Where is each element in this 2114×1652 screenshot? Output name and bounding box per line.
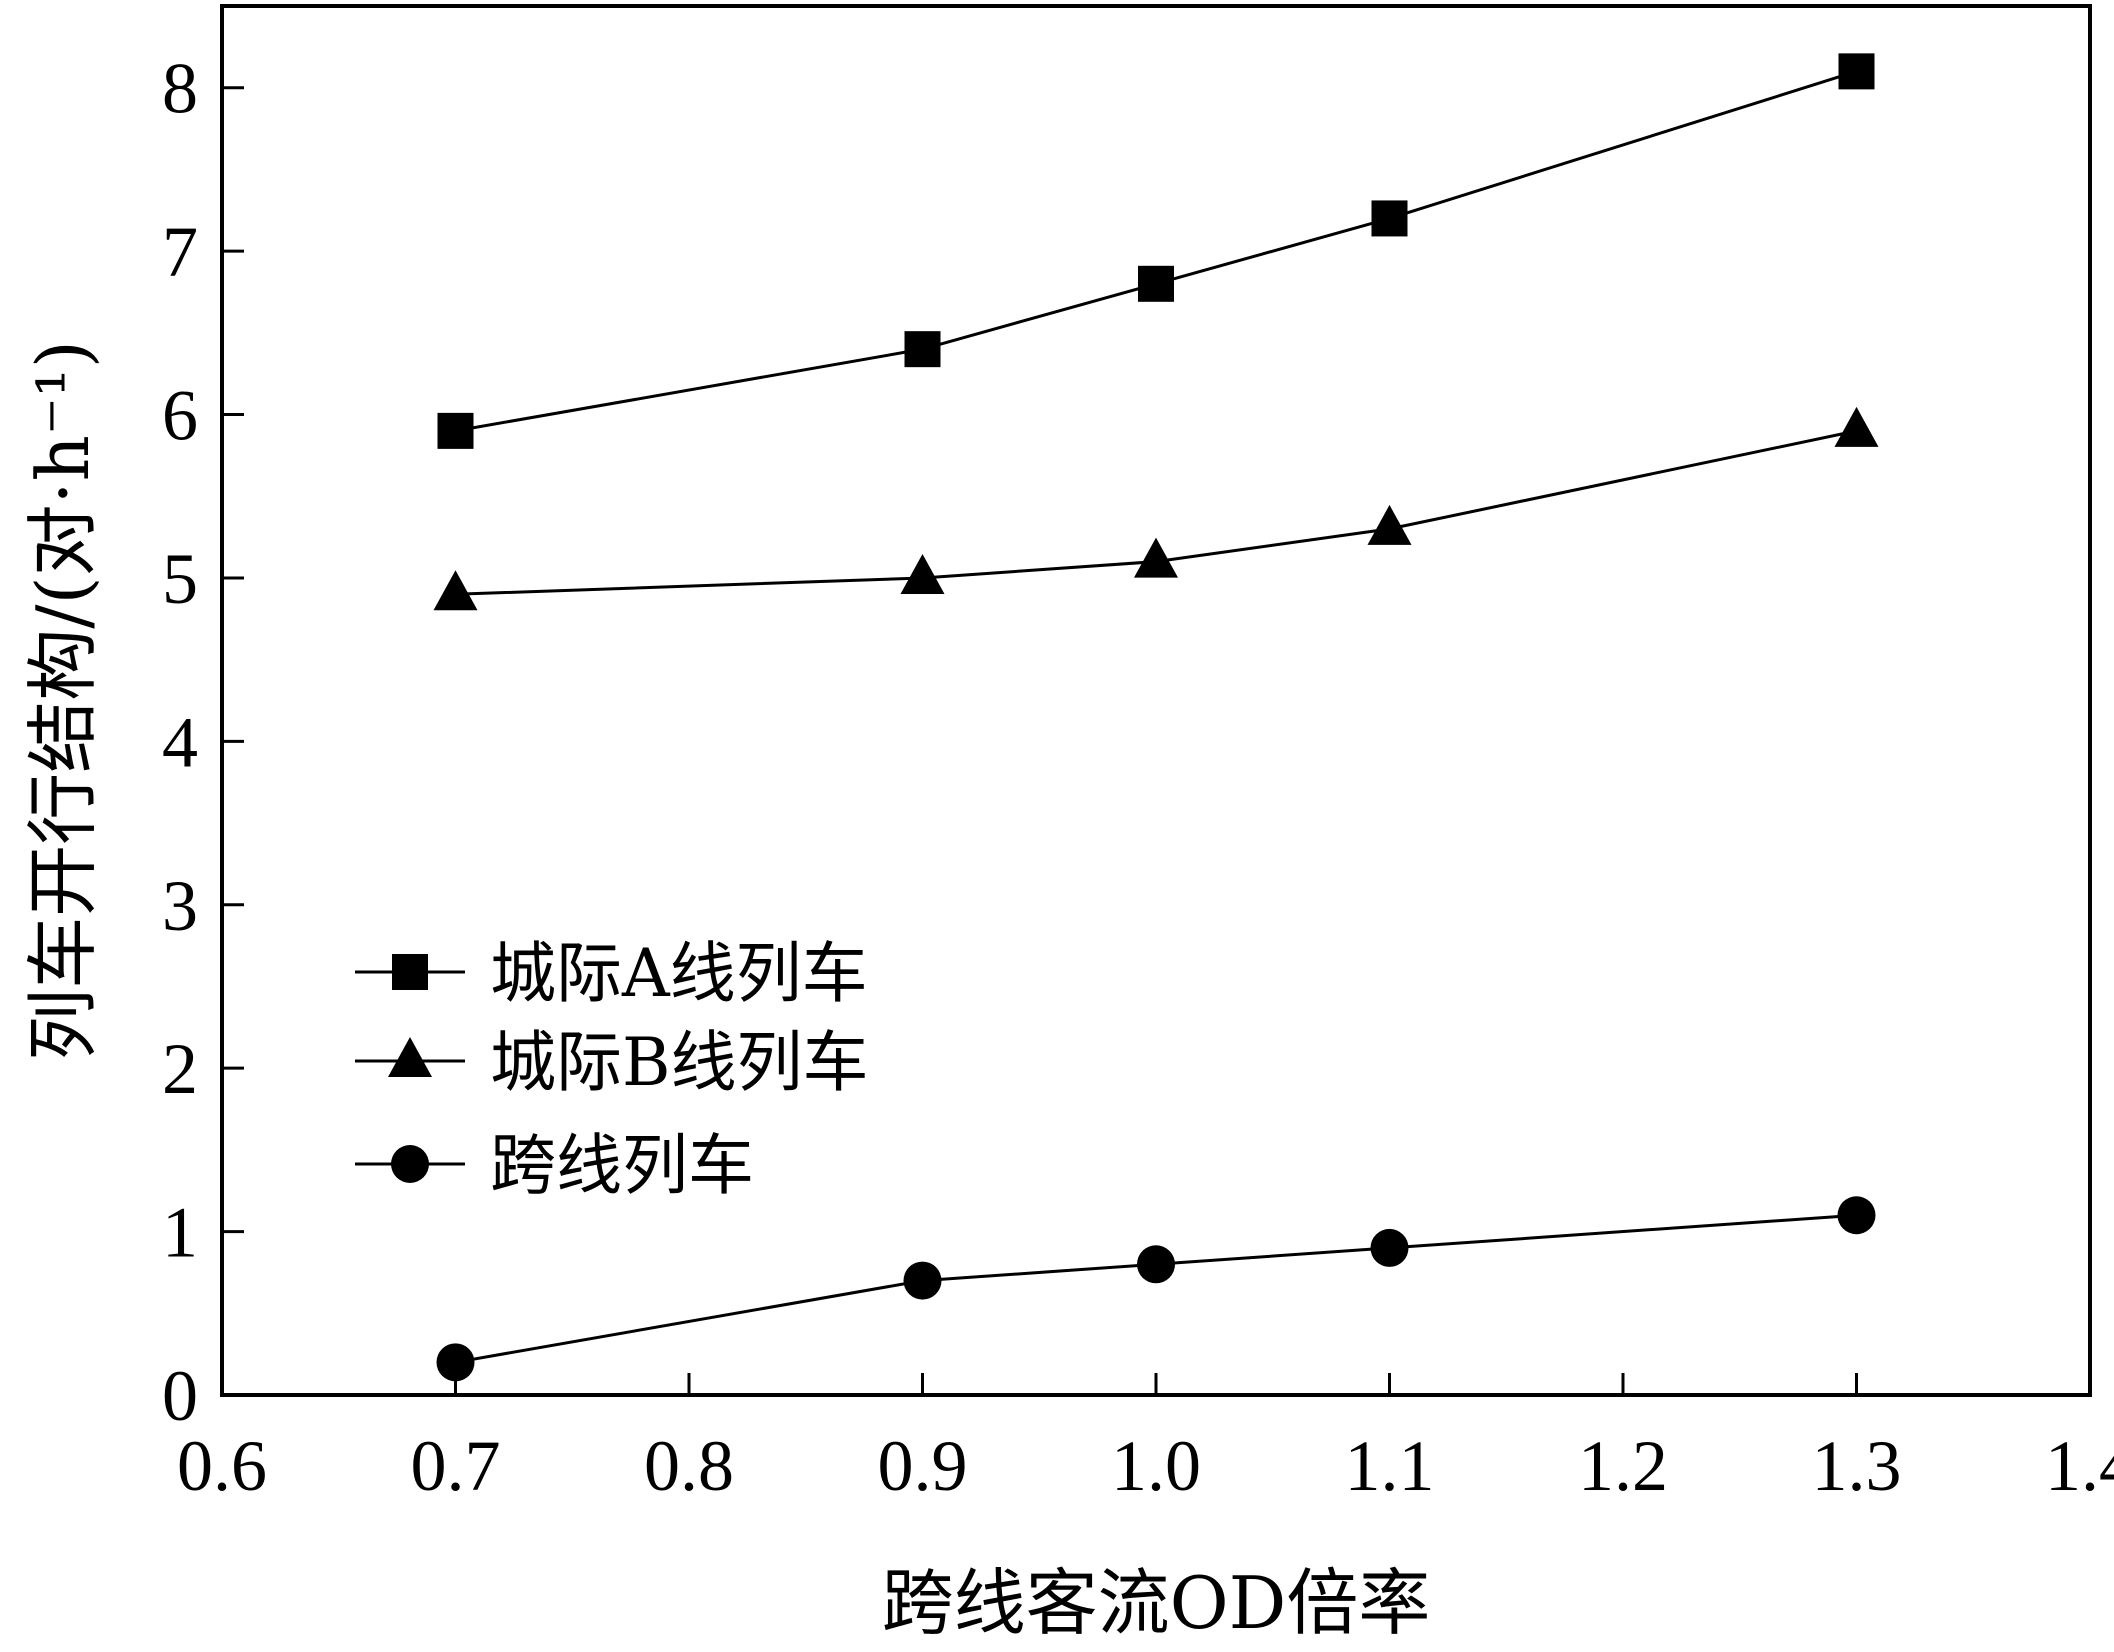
- legend-label: 城际B线列车: [490, 1024, 869, 1101]
- data-point-square: [1138, 265, 1174, 302]
- series-layer: [433, 53, 1879, 1382]
- y-tick-label: 5: [162, 539, 198, 619]
- y-tick-labels: 0 1 2 3 4 5 6 7 8: [162, 49, 198, 1436]
- legend-label: 城际A线列车: [490, 935, 868, 1012]
- y-tick-label: 8: [162, 49, 198, 129]
- x-tick-label: 0.6: [177, 1426, 267, 1506]
- data-point-square: [1371, 200, 1408, 237]
- data-point-square: [437, 412, 474, 449]
- legend-marker-circle: [391, 1145, 429, 1183]
- x-tick-label: 0.8: [644, 1426, 734, 1506]
- plot-frame: [220, 4, 2092, 1397]
- y-tick-label: 7: [162, 212, 198, 292]
- data-point-square: [904, 331, 941, 368]
- y-tick-label: 3: [162, 866, 198, 946]
- x-tick-labels: 0.6 0.7 0.8 0.9 1.0 1.1 1.2 1.3 1.4: [177, 1426, 2114, 1506]
- legend-item: 城际A线列车: [355, 935, 868, 1012]
- legend-marker-triangle: [388, 1037, 432, 1077]
- tick-marks: [220, 86, 2092, 1397]
- x-tick-label: 1.3: [1812, 1426, 1902, 1506]
- data-point-triangle: [1367, 504, 1412, 545]
- legend-item: 城际B线列车: [355, 1024, 869, 1101]
- data-point-circle: [1137, 1245, 1175, 1284]
- data-point-triangle: [1834, 406, 1879, 447]
- data-point-circle: [436, 1343, 475, 1382]
- x-axis-title: 跨线客流OD倍率: [882, 1561, 1431, 1645]
- x-tick-label: 1.0: [1111, 1426, 1201, 1506]
- legend-marker-square: [392, 954, 428, 990]
- y-tick-label: 4: [162, 702, 198, 782]
- x-tick-label: 0.7: [411, 1426, 501, 1506]
- x-tick-label: 1.1: [1345, 1426, 1435, 1506]
- data-point-circle: [1370, 1228, 1409, 1267]
- data-point-circle: [1837, 1196, 1876, 1235]
- x-tick-label: 0.9: [878, 1426, 968, 1506]
- y-tick-label: 1: [162, 1193, 198, 1273]
- series-square: [437, 53, 1875, 449]
- legend-label: 跨线列车: [490, 1127, 754, 1204]
- series-triangle: [433, 406, 1879, 611]
- legend-item: 跨线列车: [355, 1127, 754, 1204]
- x-tick-label: 1.2: [1578, 1426, 1668, 1506]
- y-tick-label: 2: [162, 1029, 198, 1109]
- data-point-triangle: [433, 570, 478, 611]
- y-tick-label: 0: [162, 1356, 198, 1436]
- y-tick-label: 6: [162, 376, 198, 456]
- series-circle: [436, 1196, 1876, 1382]
- data-point-square: [1838, 53, 1875, 90]
- data-point-circle: [903, 1261, 942, 1300]
- y-axis-title: 列车开行结构/(对·h⁻¹): [21, 340, 105, 1061]
- data-point-triangle: [900, 553, 945, 594]
- x-tick-label: 1.4: [2045, 1426, 2114, 1506]
- data-point-triangle: [1134, 537, 1178, 578]
